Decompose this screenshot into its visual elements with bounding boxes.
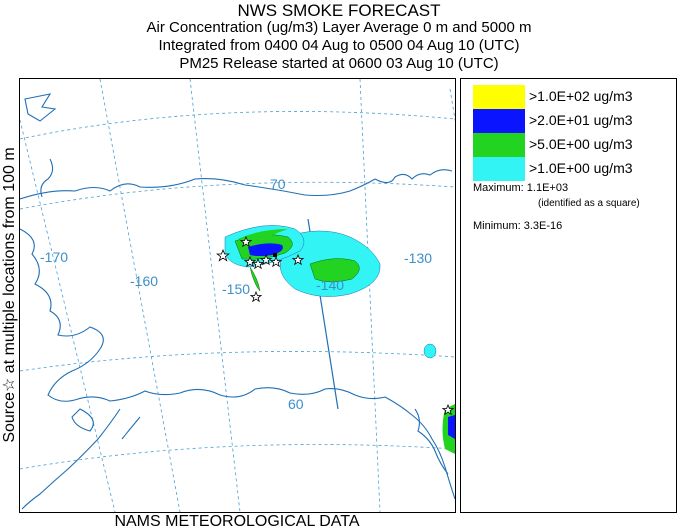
legend-label: >1.0E+00 ug/m3 — [529, 160, 633, 176]
latitude-55-line — [20, 444, 455, 470]
lat-label-70: 70 — [270, 176, 286, 192]
source-star-icon — [243, 255, 257, 268]
island-ne-siberia — [24, 93, 57, 122]
source-star-icon — [249, 290, 263, 303]
source-label-text: Source☆ at multiple locations from 100 m — [1, 147, 18, 443]
legend-row-level-2: >2.0E+01 ug/m3 — [473, 109, 673, 133]
title-line-1: NWS SMOKE FORECAST — [237, 1, 441, 20]
lon-label-170: -170 — [40, 249, 68, 265]
source-star-icon — [239, 235, 253, 248]
smoke-plume — [224, 225, 455, 454]
latitude-60-line — [20, 351, 455, 372]
data-source-label: NAMS METEOROLOGICAL DATA — [114, 513, 360, 530]
southeast-coast — [414, 408, 449, 475]
kodiak-area-island — [71, 408, 94, 432]
alaska-map: -170 -160 -150 -140 -130 70 60 — [20, 79, 455, 512]
map-panel: -170 -160 -150 -140 -130 70 60 — [19, 78, 456, 513]
minimum-value: Minimum: 3.3E-16 — [473, 220, 563, 232]
lon-label-160: -160 — [130, 273, 158, 289]
lat-label-60: 60 — [288, 396, 304, 412]
maximum-note: (identified as a square) — [538, 198, 640, 209]
legend-swatch — [473, 133, 525, 157]
plume-southeast-core — [448, 415, 455, 439]
legend-label: >5.0E+00 ug/m3 — [529, 136, 633, 152]
lon-label-150: -150 — [222, 281, 250, 297]
source-star-icon — [269, 255, 283, 268]
cook-inlet-coast — [121, 416, 141, 440]
title-line-2: Air Concentration (ug/m3) Layer Average … — [146, 19, 532, 36]
legend-swatch — [473, 85, 525, 109]
legend-row-level-1: >1.0E+02 ug/m3 — [473, 85, 673, 109]
title-line-4: PM25 Release started at 0600 03 Aug 10 (… — [179, 55, 499, 72]
legend-swatch — [473, 109, 525, 133]
maximum-value: Maximum: 1.1E+03 — [473, 182, 569, 194]
plume-patch-east — [423, 343, 437, 359]
longitude-130-line — [359, 79, 381, 512]
latitude-75-line — [20, 111, 455, 140]
longitude-170-line — [20, 118, 116, 512]
arctic-islands-coast — [374, 169, 453, 184]
legend-label: >1.0E+02 ug/m3 — [529, 88, 633, 104]
plume-contour-20 — [248, 243, 283, 256]
legend-swatch — [473, 157, 525, 181]
maximum-square-marker — [273, 253, 277, 257]
legend-label: >2.0E+01 ug/m3 — [529, 112, 633, 128]
source-star-icon — [291, 253, 305, 266]
source-star-icon — [441, 403, 455, 416]
title-line-3: Integrated from 0400 04 Aug to 0500 04 A… — [158, 37, 520, 54]
latitude-70-line — [20, 181, 455, 210]
alaska-peninsula-coast — [21, 408, 121, 510]
source-star-icon — [251, 257, 265, 270]
chukotka-coast — [40, 158, 54, 198]
longitude-150-line — [189, 79, 241, 512]
graticule-labels: -170 -160 -150 -140 -130 70 60 — [40, 176, 432, 412]
lon-label-140: -140 — [316, 277, 344, 293]
source-star-icon — [259, 253, 273, 266]
graticule — [20, 79, 455, 512]
longitude-160-line — [99, 79, 181, 512]
coastlines — [20, 93, 455, 510]
source-markers — [216, 235, 455, 416]
plume-contour-5b — [309, 258, 360, 283]
legend-panel: >1.0E+02 ug/m3 >2.0E+01 ug/m3 >5.0E+00 u… — [460, 78, 677, 513]
gulf-of-alaska-coast — [179, 387, 455, 500]
west-alaska-coast — [20, 228, 181, 402]
north-slope-coast — [20, 178, 376, 200]
source-label: Source☆ at multiple locations from 100 m — [0, 80, 19, 510]
lon-label-130: -130 — [404, 250, 432, 266]
legend-row-level-3: >5.0E+00 ug/m3 — [473, 133, 673, 157]
source-star-icon — [216, 248, 230, 262]
plume-arm-south — [249, 266, 261, 292]
legend-row-level-4: >1.0E+00 ug/m3 — [473, 157, 673, 181]
